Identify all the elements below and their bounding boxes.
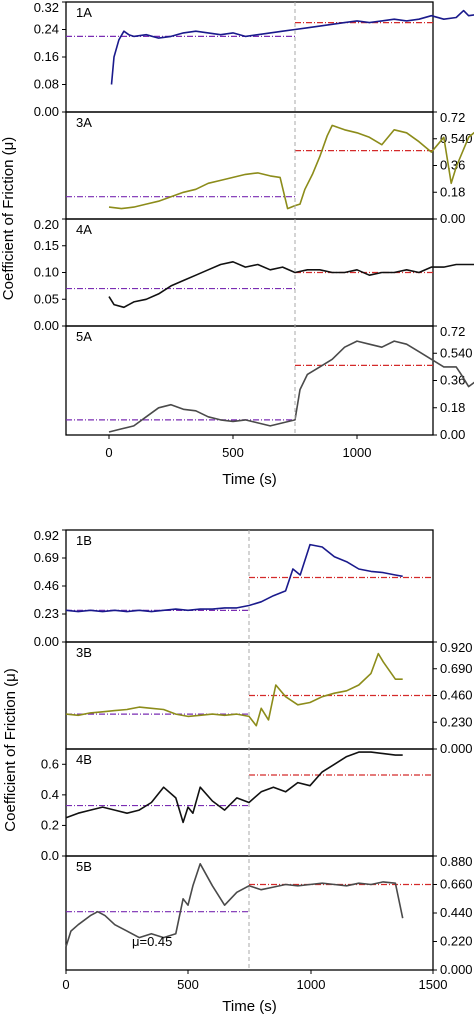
y-tick-label: 0.24 — [34, 22, 59, 37]
y-tick-label: 0.880 — [440, 854, 473, 869]
panel-1A: 0.00 0.08 0.16 0.24 0.32 1A — [34, 0, 474, 119]
y-tick-label: 0.920 — [440, 640, 473, 655]
mu-annotation: μ=0.45 — [132, 934, 172, 949]
y-tick-label: 0.00 — [34, 318, 59, 333]
x-tick-label: 1500 — [419, 977, 448, 992]
y-tick-label: 0.00 — [440, 427, 465, 442]
panel-5B: 0.000 0.220 0.440 0.660 0.880 5B — [65, 854, 473, 977]
y-tick-label: 0.540 — [440, 345, 473, 360]
y-tick-label: 0.540 — [440, 131, 473, 146]
y-tick-label: 0.230 — [440, 714, 473, 729]
panel-label: 4A — [76, 222, 92, 237]
y-axis-title: Coefficient of Friction (μ) — [2, 668, 19, 831]
y-tick-label: 0.16 — [34, 49, 59, 64]
series-line-4B — [65, 751, 403, 824]
x-axis-title: Time (s) — [222, 471, 276, 488]
panel-frame — [65, 1, 434, 113]
series-line-5A — [108, 340, 474, 433]
panel-label: 1B — [76, 533, 92, 548]
y-tick-label: 0.36 — [440, 158, 465, 173]
series-line-1B — [65, 543, 403, 613]
panel-1B: 0.00 0.23 0.46 0.69 0.92 1B — [34, 528, 434, 649]
figure-b: 0.000.230.460.690.92 1B0.0000.2300.4600.6… — [2, 528, 473, 1015]
x-tick-label: 0 — [62, 977, 69, 992]
y-tick-label: 0.6 — [41, 756, 59, 771]
x-axis-title: Time (s) — [222, 998, 276, 1015]
y-tick-label: 0.36 — [440, 373, 465, 388]
figure-a: 0.000.080.160.240.32 1A0.000.180.360.5400… — [0, 0, 474, 488]
y-tick-label: 0.46 — [34, 578, 59, 593]
y-tick-label: 0.00 — [34, 634, 59, 649]
panel-label: 4B — [76, 752, 92, 767]
y-tick-label: 0.18 — [440, 400, 465, 415]
y-tick-label: 0.660 — [440, 877, 473, 892]
y-tick-label: 0.69 — [34, 550, 59, 565]
panel-label: 5B — [76, 859, 92, 874]
y-tick-label: 0.00 — [34, 104, 59, 119]
panel-label: 3A — [76, 115, 92, 130]
y-tick-label: 0.220 — [440, 934, 473, 949]
x-tick-label: 500 — [177, 977, 199, 992]
y-axis-title: Coefficient of Friction (μ) — [0, 137, 17, 300]
series-line-4A — [108, 260, 474, 309]
y-tick-label: 0.05 — [34, 291, 59, 306]
y-tick-label: 0.72 — [440, 110, 465, 125]
y-tick-label: 0.000 — [440, 962, 473, 977]
y-tick-label: 0.690 — [440, 661, 473, 676]
y-tick-label: 0.92 — [34, 528, 59, 543]
y-tick-label: 0.2 — [41, 817, 59, 832]
y-tick-label: 0.23 — [34, 606, 59, 621]
panel-4B: 0.0 0.2 0.4 0.6 4B — [41, 748, 434, 863]
panel-3A: 0.00 0.18 0.36 0.540 0.72 3A — [65, 110, 474, 226]
panel-label: 5A — [76, 329, 92, 344]
y-tick-label: 0.32 — [34, 0, 59, 15]
y-tick-label: 0.72 — [440, 324, 465, 339]
y-tick-label: 0.00 — [440, 211, 465, 226]
x-tick-label: 1000 — [343, 445, 372, 460]
y-tick-label: 0.15 — [34, 238, 59, 253]
panel-label: 1A — [76, 5, 92, 20]
y-tick-label: 0.440 — [440, 905, 473, 920]
x-tick-label: 1000 — [297, 977, 326, 992]
x-tick-label: 0 — [105, 445, 112, 460]
y-tick-label: 0.000 — [440, 741, 473, 756]
panel-4A: 0.00 0.05 0.10 0.15 0.20 4A — [34, 217, 474, 333]
panel-5A: 0.00 0.18 0.36 0.540 0.72 5A — [65, 324, 474, 442]
y-tick-label: 0.18 — [440, 184, 465, 199]
series-line-3B — [65, 652, 403, 727]
y-tick-label: 0.4 — [41, 787, 59, 802]
panel-3B: 0.000 0.230 0.460 0.690 0.920 3B — [65, 640, 473, 756]
panel-label: 3B — [76, 645, 92, 660]
x-tick-label: 500 — [222, 445, 244, 460]
series-line-1A — [110, 9, 474, 85]
y-tick-label: 0.08 — [34, 77, 59, 92]
y-tick-label: 0.10 — [34, 265, 59, 280]
y-tick-label: 0.460 — [440, 688, 473, 703]
series-line-3A — [108, 124, 474, 210]
series-line-5B — [65, 862, 404, 947]
panel-frame — [65, 111, 434, 220]
panel-frame — [65, 325, 434, 436]
y-tick-label: 0.20 — [34, 217, 59, 232]
y-tick-label: 0.0 — [41, 848, 59, 863]
